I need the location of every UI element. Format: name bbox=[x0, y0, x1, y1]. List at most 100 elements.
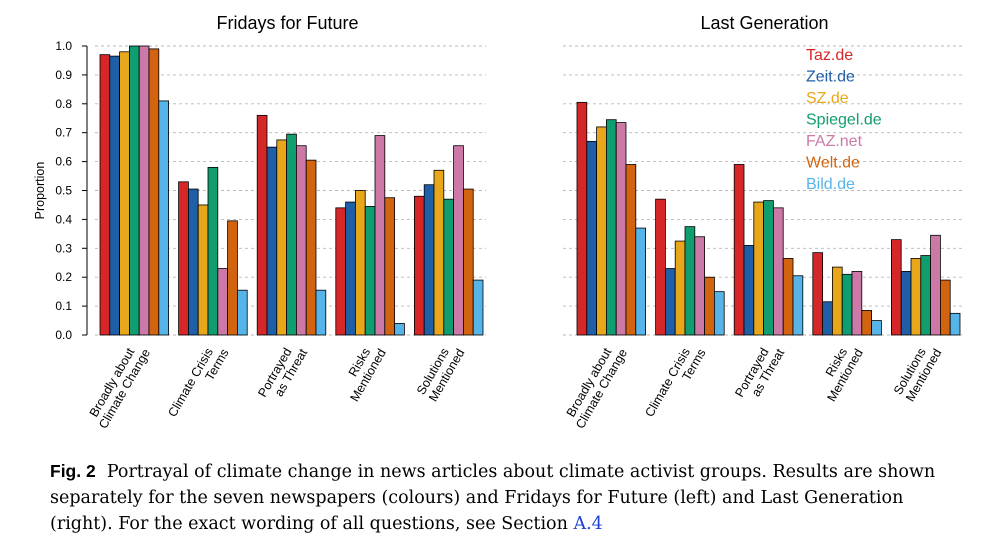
bar bbox=[635, 227, 646, 336]
bar bbox=[674, 240, 686, 336]
bar bbox=[665, 268, 676, 336]
bar bbox=[812, 252, 823, 336]
bar bbox=[354, 190, 366, 336]
bar bbox=[197, 204, 209, 336]
x-tick-label: SolutionsMentioned bbox=[891, 339, 944, 404]
bar bbox=[930, 234, 941, 336]
bar bbox=[305, 159, 317, 336]
bar bbox=[763, 200, 774, 336]
y-tick-label: 0.5 bbox=[55, 184, 72, 198]
bar bbox=[714, 291, 725, 336]
x-tick-label: Portrayedas Threat bbox=[732, 339, 787, 406]
x-tick-label: RisksMentioned bbox=[812, 339, 865, 404]
bar bbox=[782, 258, 794, 336]
bar bbox=[733, 164, 745, 336]
bar bbox=[851, 271, 863, 336]
legend-entry: Zeit.de bbox=[806, 69, 855, 86]
legend-entry: Taz.de bbox=[806, 47, 853, 64]
bar bbox=[364, 205, 376, 336]
bar bbox=[295, 145, 307, 336]
y-tick-label: 1.0 bbox=[55, 39, 72, 53]
bar bbox=[384, 197, 395, 336]
x-tick-label: RisksMentioned bbox=[335, 339, 388, 404]
y-tick-label: 0.8 bbox=[55, 97, 72, 111]
bar bbox=[394, 323, 405, 336]
chart-title: Fridays for Future bbox=[216, 13, 358, 33]
legend-entry: SZ.de bbox=[806, 90, 849, 107]
bar bbox=[822, 301, 833, 336]
bar bbox=[207, 166, 219, 336]
caption-section-link[interactable]: A.4 bbox=[573, 514, 603, 534]
bar bbox=[910, 258, 922, 336]
bar bbox=[158, 100, 170, 336]
bar bbox=[236, 289, 248, 336]
caption-label: Fig. 2 bbox=[50, 461, 96, 481]
bar bbox=[109, 55, 121, 336]
bar bbox=[128, 45, 140, 336]
figure-caption: Fig. 2 Portrayal of climate change in ne… bbox=[50, 458, 965, 537]
bar bbox=[606, 119, 617, 336]
bar bbox=[462, 188, 474, 336]
bar bbox=[832, 266, 843, 336]
y-tick-label: 0.6 bbox=[55, 155, 72, 169]
bar bbox=[792, 275, 804, 336]
bar bbox=[443, 198, 454, 336]
bar bbox=[119, 51, 130, 336]
bar bbox=[423, 184, 435, 336]
bar bbox=[684, 226, 696, 336]
bar bbox=[453, 145, 464, 336]
x-tick-label: Portrayedas Threat bbox=[255, 339, 310, 406]
bar bbox=[472, 279, 484, 336]
figure-chart: 0.0 0.1 0.2 0.3 0.4 0.5 0.6 0.7 0.8 0.9 1.0 Proport… bbox=[33, 13, 962, 431]
legend-entry: Welt.de bbox=[806, 155, 860, 172]
bar bbox=[433, 169, 445, 336]
caption-text: Portrayal of climate change in news arti… bbox=[50, 462, 936, 534]
x-tick-label: SolutionsMentioned bbox=[414, 339, 467, 404]
bar bbox=[266, 146, 278, 336]
bar bbox=[861, 310, 872, 336]
x-tick-label: Climate CrisisTerms bbox=[165, 340, 231, 427]
bar bbox=[655, 198, 666, 336]
y-tick-label: 0.9 bbox=[55, 68, 72, 82]
y-tick-label: 0.1 bbox=[55, 299, 72, 313]
chart-title: Last Generation bbox=[700, 13, 828, 33]
y-tick-label: 0.7 bbox=[55, 126, 72, 140]
bar bbox=[615, 122, 627, 336]
bar bbox=[920, 255, 931, 336]
bar bbox=[773, 207, 784, 336]
bar bbox=[949, 312, 961, 336]
bar bbox=[753, 201, 764, 336]
y-tick-label: 0.3 bbox=[55, 241, 72, 255]
bar bbox=[596, 126, 607, 336]
bar bbox=[625, 164, 637, 336]
bar bbox=[138, 45, 150, 336]
bar bbox=[743, 245, 755, 336]
x-tick-label: Climate CrisisTerms bbox=[642, 340, 708, 427]
bar bbox=[315, 289, 327, 336]
x-tick-label-line: Climate Crisis bbox=[165, 346, 216, 420]
bar bbox=[187, 188, 199, 336]
bar bbox=[99, 54, 111, 336]
y-tick-label: 0.0 bbox=[55, 328, 72, 342]
chart-panel-2: Last Generation Broadly aboutClimate Chan… bbox=[561, 13, 962, 431]
x-tick-label: Broadly aboutClimate Change bbox=[561, 339, 630, 431]
x-tick-label-line: Climate Crisis bbox=[642, 346, 693, 420]
legend-entry: FAZ.net bbox=[806, 133, 863, 150]
bar bbox=[276, 139, 287, 336]
bar bbox=[586, 140, 597, 336]
bar bbox=[940, 279, 951, 336]
bar bbox=[286, 133, 297, 336]
legend-entry: Spiegel.de bbox=[806, 112, 882, 129]
bar bbox=[178, 181, 189, 336]
y-tick-label: 0.4 bbox=[55, 212, 72, 226]
y-axis-label: Proportion bbox=[33, 162, 47, 220]
chart-panel-1: 0.0 0.1 0.2 0.3 0.4 0.5 0.6 0.7 0.8 0.9 1.0 Proport… bbox=[33, 13, 486, 431]
bar bbox=[345, 201, 356, 336]
legend-entry: Bild.de bbox=[806, 176, 855, 193]
bar bbox=[576, 101, 588, 336]
bar bbox=[900, 271, 912, 336]
bar bbox=[891, 239, 902, 336]
bar bbox=[413, 195, 425, 336]
bar bbox=[694, 236, 705, 336]
bar bbox=[148, 48, 160, 336]
